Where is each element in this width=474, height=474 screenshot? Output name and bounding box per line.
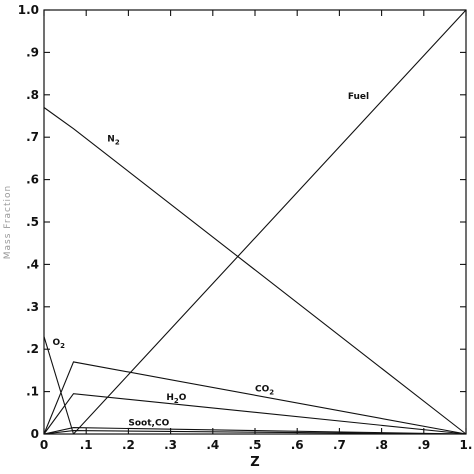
y-tick-label: .5: [26, 215, 39, 229]
y-tick-label: .1: [26, 385, 39, 399]
series-label-subscript: 2: [115, 138, 120, 146]
series-label: H2O: [166, 393, 186, 405]
y-tick-label: .9: [26, 45, 39, 59]
y-tick-label: .4: [26, 257, 39, 271]
series-label: Fuel: [348, 92, 369, 102]
x-tick-label: 0: [40, 438, 48, 452]
x-tick-label: .5: [249, 438, 262, 452]
y-tick-label: 1.0: [18, 3, 39, 17]
x-tick-label: .2: [122, 438, 135, 452]
x-tick-label: .1: [80, 438, 93, 452]
series-label-subscript: 2: [60, 342, 65, 350]
y-tick-label: .6: [26, 173, 39, 187]
plot-frame: [43, 9, 467, 435]
x-tick-labels: 0 .1 .2 .3 .4 .5 .6 .7 .8 .9 1.: [40, 438, 473, 452]
series-line-o2: [43, 336, 75, 435]
y-tick-label: 0: [31, 427, 39, 441]
y-tick-label: .2: [26, 342, 39, 356]
series-line-h2o: [43, 393, 467, 435]
series-line-co2: [43, 361, 467, 435]
series-line-n2: [43, 107, 467, 435]
x-tick-label: .6: [291, 438, 304, 452]
y-tick-labels: 0 .1 .2 .3 .4 .5 .6 .7 .8 .9 1.0: [18, 3, 39, 441]
x-tick-label: .7: [333, 438, 346, 452]
series-label-subscript: 2: [269, 389, 274, 397]
y-tick-label: .3: [26, 300, 39, 314]
y-tick-label: .7: [26, 130, 39, 144]
x-tick-label: .3: [164, 438, 177, 452]
x-tick-label: 1.: [460, 438, 473, 452]
x-tick-label: .4: [206, 438, 219, 452]
y-axis-title: Mass Fraction: [3, 185, 13, 259]
y-tick-label: .8: [26, 88, 39, 102]
x-tick-label: .9: [417, 438, 430, 452]
x-tick-label: .8: [375, 438, 388, 452]
series-label-tail: O: [179, 393, 187, 403]
series-label: Soot,CO: [128, 419, 169, 429]
series-line-soot-co-2: [43, 430, 467, 435]
series-line-soot-co: [43, 427, 467, 435]
x-axis-title: Z: [250, 455, 259, 470]
series-label-subscript: 2: [174, 397, 179, 405]
